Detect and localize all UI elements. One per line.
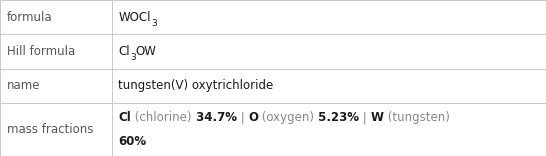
Text: Cl: Cl [118,111,131,124]
Text: Cl: Cl [118,45,130,58]
Text: mass fractions: mass fractions [7,123,93,136]
Text: tungsten(V) oxytrichloride: tungsten(V) oxytrichloride [118,79,274,92]
Text: 60%: 60% [118,135,147,148]
Text: Hill formula: Hill formula [7,45,75,58]
Text: 3: 3 [130,53,136,62]
Text: (chlorine): (chlorine) [131,111,192,124]
Text: |: | [237,111,248,124]
Text: (tungsten): (tungsten) [384,111,449,124]
Text: 3: 3 [151,19,157,28]
Text: 34.7%: 34.7% [192,111,237,124]
Text: formula: formula [7,11,52,24]
Text: (oxygen): (oxygen) [258,111,314,124]
Text: O: O [248,111,258,124]
Text: |: | [359,111,371,124]
Text: 5.23%: 5.23% [314,111,359,124]
Text: W: W [371,111,384,124]
Text: OW: OW [136,45,157,58]
Text: name: name [7,79,40,92]
Text: WOCl: WOCl [118,11,151,24]
